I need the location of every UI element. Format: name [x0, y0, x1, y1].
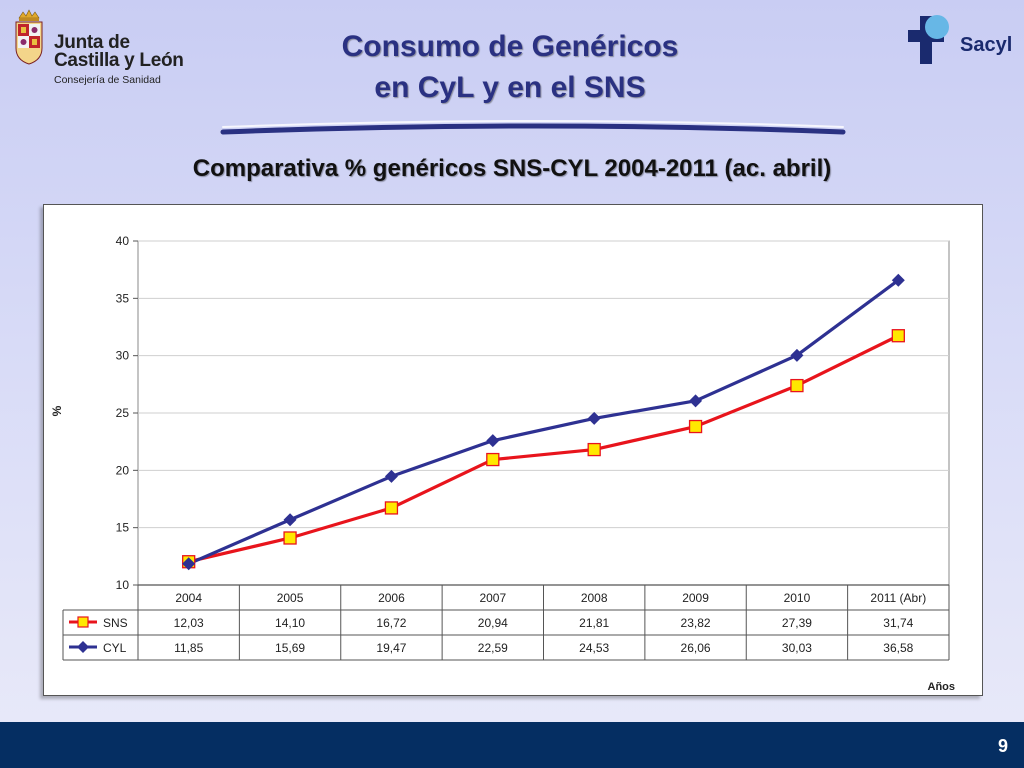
- junta-logo: Junta de Castilla y León Consejería de S…: [10, 8, 200, 88]
- data-point-cyl: [182, 557, 196, 571]
- chart-heading: Comparativa % genéricos SNS-CYL 2004-201…: [192, 155, 832, 182]
- data-cell-cyl: 26,06: [681, 641, 711, 655]
- x-tick-label: 2009: [682, 591, 709, 605]
- legend-label-sns: SNS: [103, 616, 128, 630]
- data-point-sns: [891, 329, 905, 343]
- coat-of-arms-icon: [15, 9, 43, 65]
- data-point-cyl: [790, 348, 804, 362]
- sacyl-wordmark: Sacyl: [960, 34, 1013, 56]
- data-cell-sns: 27,39: [782, 616, 812, 630]
- data-cell-sns: 21,81: [579, 616, 609, 630]
- data-point-cyl: [486, 434, 500, 448]
- data-cell-cyl: 22,59: [478, 641, 508, 655]
- data-point-cyl: [689, 394, 703, 408]
- org-department: Consejería de Sanidad: [54, 74, 161, 86]
- y-tick-label: 20: [116, 463, 130, 477]
- y-tick-label: 15: [116, 521, 130, 535]
- page-title-line1: Consumo de Genéricos: [341, 30, 679, 63]
- legend-marker-sns: [77, 616, 89, 628]
- data-cell-sns: 20,94: [478, 616, 508, 630]
- x-tick-label: 2004: [175, 591, 202, 605]
- data-point-sns: [283, 531, 297, 545]
- x-tick-label: 2006: [378, 591, 405, 605]
- data-cell-sns: 12,03: [174, 616, 204, 630]
- x-tick-label: 2007: [479, 591, 506, 605]
- y-tick-label: 30: [116, 349, 130, 363]
- data-point-cyl: [384, 469, 398, 483]
- org-name-line2: Castilla y León: [54, 50, 184, 71]
- sacyl-cross-icon: [908, 15, 949, 64]
- x-axis-label: Años: [928, 681, 956, 693]
- y-tick-label: 40: [116, 234, 130, 248]
- page-title-line2: en CyL y en el SNS: [374, 71, 646, 104]
- data-cell-cyl: 30,03: [782, 641, 812, 655]
- data-cell-cyl: 15,69: [275, 641, 305, 655]
- data-cell-cyl: 11,85: [174, 641, 203, 655]
- x-tick-label: 2005: [277, 591, 304, 605]
- data-cell-cyl: 24,53: [579, 641, 609, 655]
- x-tick-label: 2008: [581, 591, 608, 605]
- org-name-line1: Junta de: [54, 32, 130, 53]
- data-cell-sns: 16,72: [376, 616, 406, 630]
- data-cell-sns: 23,82: [681, 616, 711, 630]
- series-line-sns: [188, 334, 900, 564]
- x-tick-label: 2010: [784, 591, 811, 605]
- data-point-sns: [384, 501, 399, 515]
- chart-panel: 10 15 20 25 30 35 40% 2004 2005 2006 2007 2008 2009 2…: [43, 204, 983, 696]
- legend-marker-cyl: [77, 641, 89, 653]
- page-number: 9: [997, 736, 1008, 756]
- data-point-sns: [790, 378, 804, 393]
- data-cell-sns: 14,10: [275, 616, 305, 630]
- data-point-cyl: [283, 513, 297, 527]
- data-point-cyl: [891, 273, 905, 287]
- y-tick-label: 10: [116, 578, 130, 592]
- line-chart: 10 15 20 25 30 35 40% 2004 2005 2006 2007 2008 2009 2…: [50, 234, 956, 693]
- series-line-cyl: [188, 278, 900, 566]
- data-cell-cyl: 36,58: [883, 641, 913, 655]
- y-tick-label: 35: [116, 291, 130, 305]
- sacyl-logo: Sacyl: [906, 12, 1018, 68]
- title-underline-swoosh: [220, 120, 846, 135]
- data-point-sns: [688, 419, 703, 434]
- footer-bar: 9: [0, 722, 1024, 768]
- x-tick-label: 2011 (Abr): [870, 591, 926, 605]
- data-point-sns: [486, 452, 500, 467]
- data-point-sns: [587, 442, 601, 457]
- data-cell-sns: 31,74: [883, 616, 913, 630]
- data-point-cyl: [587, 411, 601, 425]
- data-cell-cyl: 19,47: [376, 641, 406, 655]
- y-tick-label: 25: [116, 406, 130, 420]
- legend-label-cyl: CYL: [103, 641, 127, 655]
- y-axis-label: %: [50, 405, 64, 416]
